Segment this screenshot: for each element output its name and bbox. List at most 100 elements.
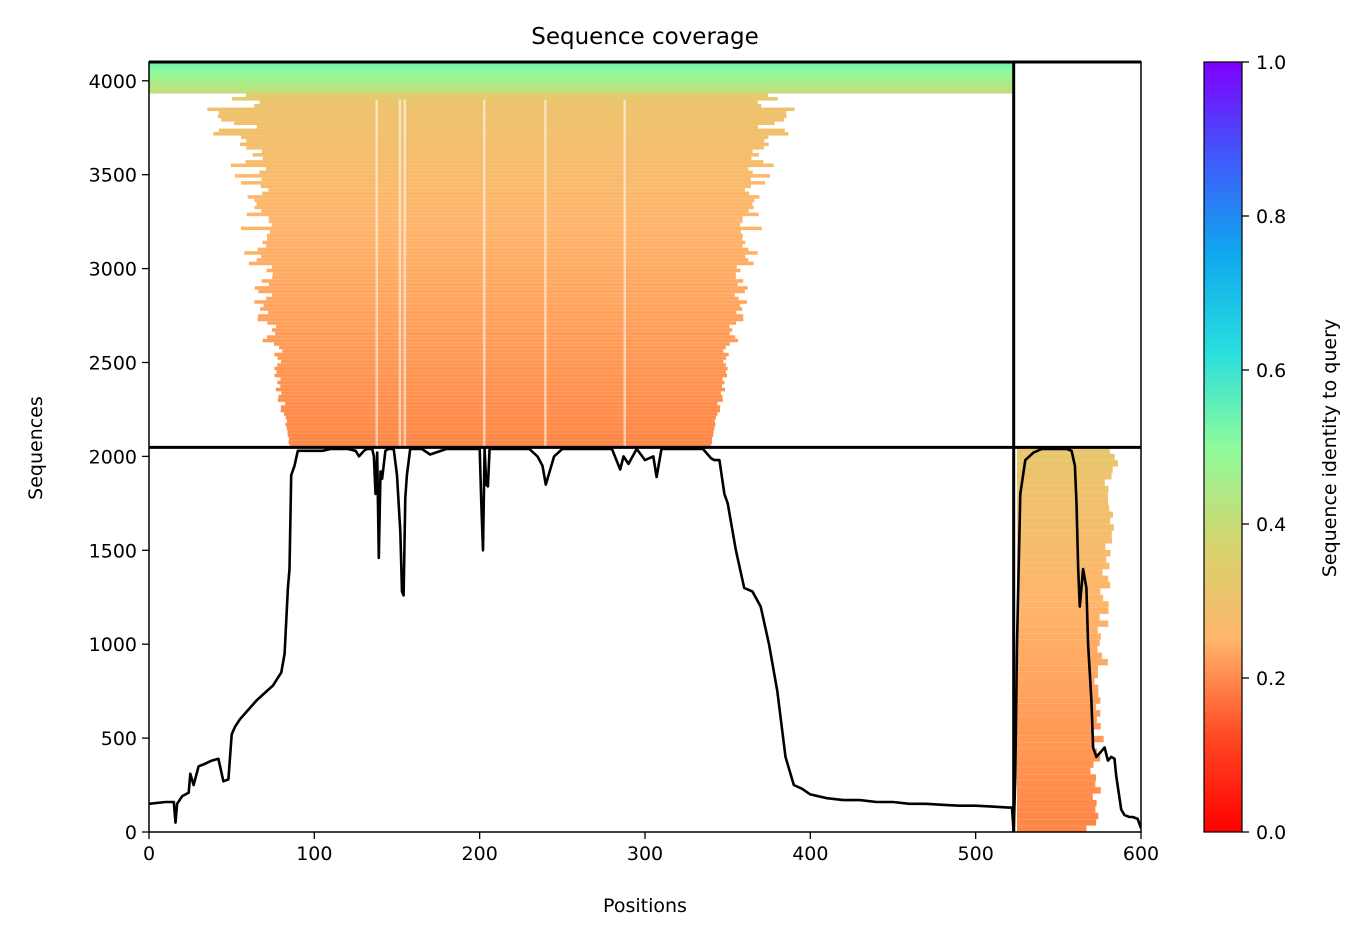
msa-row [272,293,735,297]
msa-row [287,429,714,434]
msa-row [1017,460,1118,467]
msa-row [1017,517,1111,525]
msa-row [149,69,1014,73]
msa-row [246,212,759,217]
msa-row [1017,453,1115,461]
msa-gap [482,99,486,448]
msa-row [149,62,1014,66]
msa-row [1017,479,1105,486]
msa-row [1017,633,1101,640]
msa-row [277,356,727,360]
msa-row [277,363,726,367]
msa-row [1017,562,1110,570]
y-axis-label: Sequences [25,396,47,500]
msa-row [258,289,745,294]
msa-row [246,146,764,150]
y-tick-label: 0 [125,822,137,844]
msa-row [280,377,723,381]
msa-row [241,226,762,231]
msa-row [1017,639,1100,647]
msa-row [271,328,733,332]
y-axis-ticks: 0 500 1000 1500 2000 2500 3000 3500 4000 [89,71,149,844]
colorbar-tick-label: 0.0 [1256,822,1286,844]
msa-row [1017,793,1093,800]
msa-row [265,167,749,171]
msa-row [1017,742,1095,749]
msa-row [245,93,769,98]
y-tick-label: 1000 [89,634,137,656]
y-tick-label: 500 [101,728,137,750]
msa-row [268,216,743,220]
msa-row [268,188,746,192]
msa-row [1017,729,1094,736]
msa-row [285,422,716,427]
msa-row [207,107,795,112]
msa-row [1017,473,1112,480]
msa-row [273,342,730,346]
msa-row [1017,607,1109,615]
msa-row [272,272,736,276]
msa-heatmap [149,62,1118,832]
chart-title: Sequence coverage [531,24,759,50]
msa-row [260,307,743,311]
msa-row [274,373,728,378]
y-tick-label: 1500 [89,540,137,562]
msa-row [1017,716,1097,724]
msa-gap [398,99,402,448]
msa-row [256,258,749,262]
coverage-line [149,447,1141,832]
msa-row [1017,774,1097,781]
msa-row [1017,780,1096,788]
msa-row [1017,498,1109,506]
coverage-line-group [149,447,1141,832]
y-tick-label: 4000 [89,71,137,93]
msa-row [1017,626,1098,634]
msa-row [1017,710,1101,717]
msa-row [1017,767,1091,775]
msa-row [282,349,724,353]
colorbar-label: Sequence identity to query [1319,319,1341,577]
msa-row [1017,748,1098,756]
msa-row [274,352,729,357]
msa-row [271,223,741,227]
msa-row [1017,447,1110,454]
msa-row [286,419,715,423]
msa-row [280,359,724,364]
msa-row [241,181,766,185]
colorbar-tick-label: 0.2 [1256,668,1286,690]
msa-row [254,198,755,203]
msa-row [1017,690,1099,698]
msa-row [1017,697,1101,704]
msa-row [260,184,751,189]
msa-row [262,191,750,196]
x-tick-label: 300 [627,843,663,865]
msa-row [221,118,784,122]
msa-row [1017,735,1104,743]
msa-gap [403,99,407,448]
x-tick-label: 600 [1123,843,1159,865]
y-tick-label: 3500 [89,165,137,187]
msa-row [275,331,730,336]
x-axis-ticks: 0 100 200 300 400 500 600 [143,832,1159,865]
msa-row [1017,755,1101,762]
msa-row [276,370,726,374]
msa-row [247,195,760,199]
msa-row [1017,806,1096,813]
msa-row [272,275,736,280]
msa-row [248,261,754,266]
msa-row [1017,799,1097,807]
msa-row [1017,594,1104,602]
msa-row [1017,646,1098,653]
msa-row [288,436,713,441]
msa-row [232,97,778,101]
msa-row [261,209,749,213]
msa-row [1017,614,1100,621]
msa-row [261,279,744,283]
msa-row [266,296,739,301]
msa-row [149,76,1014,80]
msa-row [1017,549,1111,557]
msa-row [277,380,725,385]
msa-row [267,310,737,315]
msa-row [1017,761,1094,768]
